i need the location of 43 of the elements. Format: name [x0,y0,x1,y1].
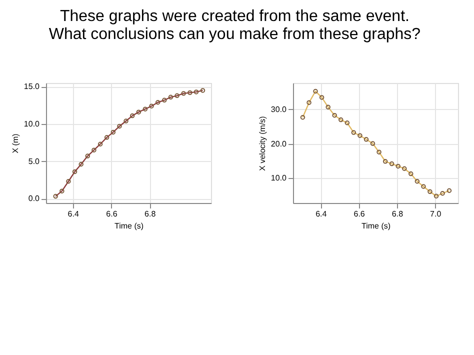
point [104,135,110,140]
point [85,154,90,158]
point [181,91,186,96]
point [72,169,78,174]
point [130,113,135,118]
point [174,93,180,98]
x-tick-label: 6.8 [144,210,156,218]
y-axis-title: X velocity (m/s) [258,116,267,171]
y-tick-label: 5.0 [28,156,40,166]
point [136,110,142,114]
x-tick-label: 6.6 [106,210,118,218]
y-tick-label: 30.0 [270,104,288,114]
x-tick-label: 6.8 [392,210,404,218]
point [200,88,206,93]
y-tick-label: 10.0 [270,174,288,183]
point [66,179,71,184]
x-tick-label: 7.0 [430,210,442,218]
point [92,148,96,152]
point [78,162,84,167]
y-tick-label: 0.0 [28,194,40,204]
point [60,188,64,194]
point [188,90,192,96]
point [98,142,103,146]
y-tick-label: 15.0 [24,82,40,92]
point [142,106,148,112]
point [149,104,154,108]
y-tick-label: 20.0 [270,139,288,148]
point [194,90,199,94]
point [124,118,128,124]
x-tick-label: 6.4 [68,210,80,218]
point [53,194,58,199]
point [162,98,167,103]
x-axis-title: Time (s) [114,222,144,230]
y-tick-label: 10.0 [24,119,40,128]
y-axis-title: X (m) [10,133,20,154]
chart-title: These graphs were created from the same event. What conclusions can you make from these graphs? [48,8,421,44]
x-tick-label: 6.6 [354,210,366,218]
x-tick-label: 6.4 [316,210,328,218]
point [168,94,174,100]
point [117,124,122,129]
point [155,100,160,105]
point [110,130,116,135]
x-axis-title: Time (s) [361,222,391,230]
